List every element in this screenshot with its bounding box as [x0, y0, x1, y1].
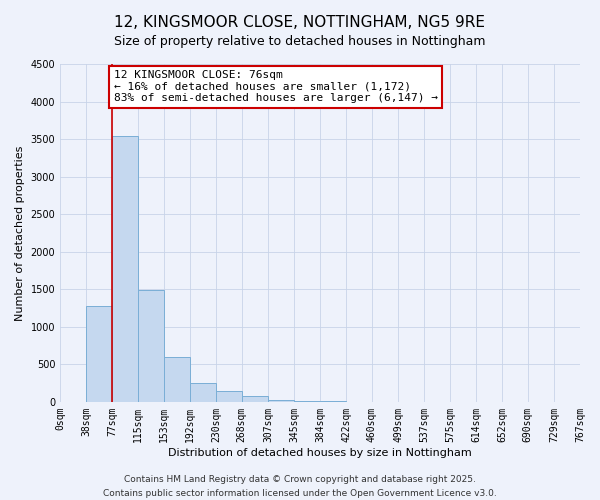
Text: Contains HM Land Registry data © Crown copyright and database right 2025.
Contai: Contains HM Land Registry data © Crown c… [103, 476, 497, 498]
Bar [190, 383, 216, 402]
Bar [164, 357, 190, 402]
Bar [242, 396, 268, 402]
Bar [112, 136, 138, 402]
Bar [268, 400, 294, 402]
Text: Size of property relative to detached houses in Nottingham: Size of property relative to detached ho… [114, 35, 486, 48]
Text: 12, KINGSMOOR CLOSE, NOTTINGHAM, NG5 9RE: 12, KINGSMOOR CLOSE, NOTTINGHAM, NG5 9RE [115, 15, 485, 30]
X-axis label: Distribution of detached houses by size in Nottingham: Distribution of detached houses by size … [168, 448, 472, 458]
Bar [216, 392, 242, 402]
Bar [86, 306, 112, 402]
Text: 12 KINGSMOOR CLOSE: 76sqm
← 16% of detached houses are smaller (1,172)
83% of se: 12 KINGSMOOR CLOSE: 76sqm ← 16% of detac… [114, 70, 438, 103]
Bar [138, 290, 164, 402]
Bar [294, 401, 320, 402]
Y-axis label: Number of detached properties: Number of detached properties [15, 145, 25, 320]
